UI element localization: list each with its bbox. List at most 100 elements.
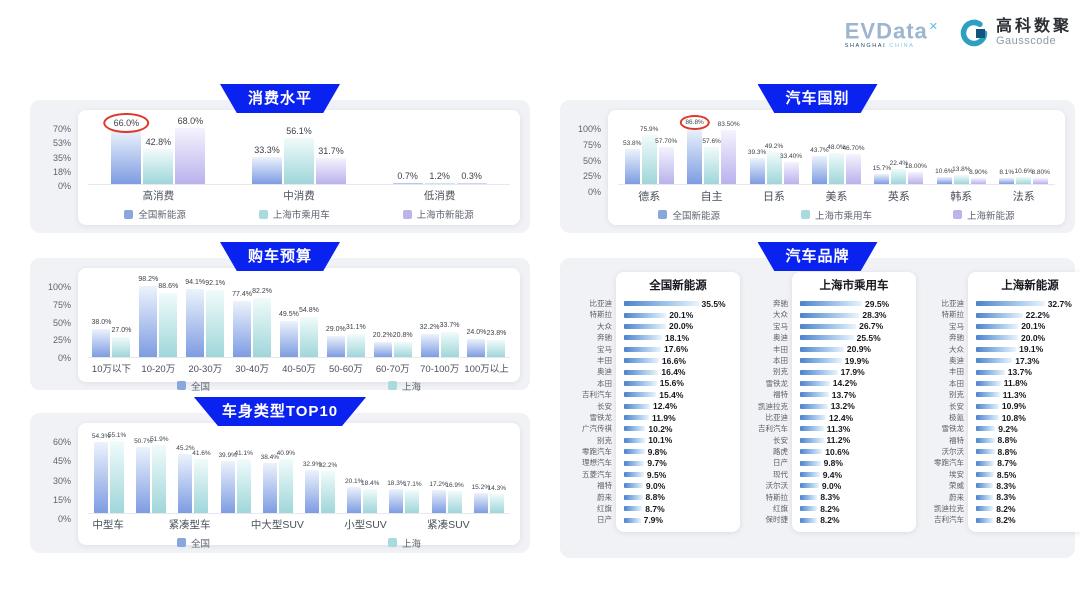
bar: 92.1% [205,280,225,357]
bar: 75.9% [640,126,658,184]
brand-label: 沃尔沃 [941,447,965,457]
legend-label: 上海 [401,381,421,393]
brand-value: 8.3% [996,480,1016,491]
brand-value: 13.2% [830,401,855,412]
brand-bar-row: 13.7% [976,366,1080,377]
value-label-red-circle: 86.8% [679,115,710,130]
brand-list-national-nev: 比亚迪 特斯拉 大众 奔驰 宝马 丰田 奥迪 本田 吉利汽车 长安 雪铁龙 广汽传祺 别克 零跑汽车 理想汽… [564,272,740,548]
brand-label: 福特 [597,481,612,491]
legend-label: 全国新能源 [138,210,186,222]
value-label: 92.1% [205,280,226,288]
brand-bar [800,301,862,307]
brand-bar [624,494,643,500]
brand-bar-row: 15.4% [624,389,732,400]
panel-title-badge: 车身类型TOP10 [193,397,367,426]
legend-item[interactable]: 上海新能源 [952,208,1015,222]
brand-value: 8.7% [645,503,665,514]
brand-bar-row: 16.6% [624,355,732,366]
legend-item[interactable]: 上海市新能源 [402,207,474,221]
brand-value: 9.0% [645,480,666,491]
chart-consumption-level: 70% 53% 35% 18% 0% 66.0% 42.8% 68.0% 33.3% 56.1%… [30,100,530,233]
bar: 94.1% [185,279,205,357]
legend-swatch [658,210,668,220]
brand-label: 本田 [949,378,964,388]
brand-bar-row: 8.8% [624,492,732,503]
brand-bar-row: 10.6% [800,446,908,457]
brand-bar-row: 15.6% [624,378,732,389]
brand-label: 理想汽车 [582,458,612,468]
brand-bar-row: 8.7% [624,503,732,514]
brand-value: 8.8% [997,435,1017,446]
brand-bar [976,335,1018,341]
value-label: 77.4% [232,290,252,298]
brand-bar [976,494,994,500]
category-label: 美系 [825,190,848,203]
brand-bar [624,506,643,512]
value-label: 98.2% [138,276,159,283]
brand-bar-row: 8.3% [976,492,1080,503]
bar: 54.8% [299,307,319,357]
brand-value: 11.8% [1003,378,1028,389]
legend-item[interactable]: 全国 [176,536,210,550]
value-label: 1.2% [429,171,450,182]
brand-value: 16.6% [661,355,686,366]
brand-label: 奔驰 [597,333,612,343]
brand-bar [800,506,818,512]
value-label: 39.9% [218,451,237,459]
brand-bar [624,301,699,307]
value-label: 24.0% [466,329,487,337]
bar-group: 45.2% 41.6% [176,445,211,513]
bar-group: 18.3% 17.1% [387,480,422,513]
plot-area: 38.0% 27.0% 98.2% 88.6% 94.1% 92.1% 77.4% 82.2%… [88,276,510,358]
legend: 全国新能源 上海市乘用车 上海市新能源 [88,203,510,221]
brand-label: 福特 [773,390,788,400]
category-label: 高消费 [142,190,175,203]
brand-label: 奥迪 [773,333,788,343]
bar: 23.8% [487,330,506,357]
brand-value: 8.3% [820,492,840,503]
brand-label: 蔚来 [597,492,612,502]
value-label: 38.0% [91,319,112,327]
brand-bar-row: 8.8% [976,435,1080,446]
legend-item[interactable]: 上海市乘用车 [800,208,872,222]
brand-rows: 32.7% 22.2% 20.1% 20.0% 19.1% 17.3% 13.7% 11.8%… [976,298,1080,526]
brand-rows: 29.5% 28.3% 26.7% 25.5% 20.9% 19.9% 17.9% 14.2%… [800,298,908,526]
y-axis-tick: 100% [577,124,601,134]
legend-item[interactable]: 上海 [387,536,421,550]
legend-item[interactable]: 上海 [387,379,421,393]
legend-item[interactable]: 全国 [176,379,210,393]
legend-item[interactable]: 全国新能源 [658,208,720,222]
brand-label: 埃安 [949,469,964,479]
brand-value: 9.0% [821,480,842,491]
value-label: 22.4% [889,160,909,168]
bar: 20.8% [393,332,413,357]
brand-bar [976,346,1017,352]
bar: 15.2% [472,484,490,513]
brand-value: 20.1% [1021,321,1046,332]
brand-bar-row: 9.0% [800,480,908,491]
bar: 32.2% [420,324,439,357]
category-axis: 德系 自主 日系 美系 英系 韩系 法系 [618,185,1055,204]
legend-label: 上海新能源 [966,210,1015,222]
value-label: 82.2% [252,287,272,295]
brand-bar-row: 19.9% [800,355,908,366]
brand-bar [800,346,844,352]
brand-bar-row: 9.8% [624,446,732,457]
legend-item[interactable]: 全国新能源 [124,207,186,221]
brand-label: 广汽传祺 [582,424,612,434]
value-label: 32.2% [318,461,338,469]
brand-value: 17.6% [664,344,689,355]
legend-item[interactable]: 上海市乘用车 [258,207,330,222]
value-label: 15.2% [471,483,490,491]
category-label [211,517,251,532]
brand-card: 上海新能源 32.7% 22.2% 20.1% 20.0% 19.1% 17.3% 13.7… [968,272,1080,532]
brand-label: 雪铁龙 [941,424,965,434]
brand-bar [624,323,666,329]
brand-value: 9.5% [646,469,667,480]
y-axis-tick: 50% [52,317,71,328]
value-label: 46.70% [842,144,865,152]
brand-bar [800,335,854,341]
legend-label: 上海市乘用车 [272,210,330,222]
brand-value: 11.9% [652,412,676,423]
category-label: 中消费 [283,190,315,203]
